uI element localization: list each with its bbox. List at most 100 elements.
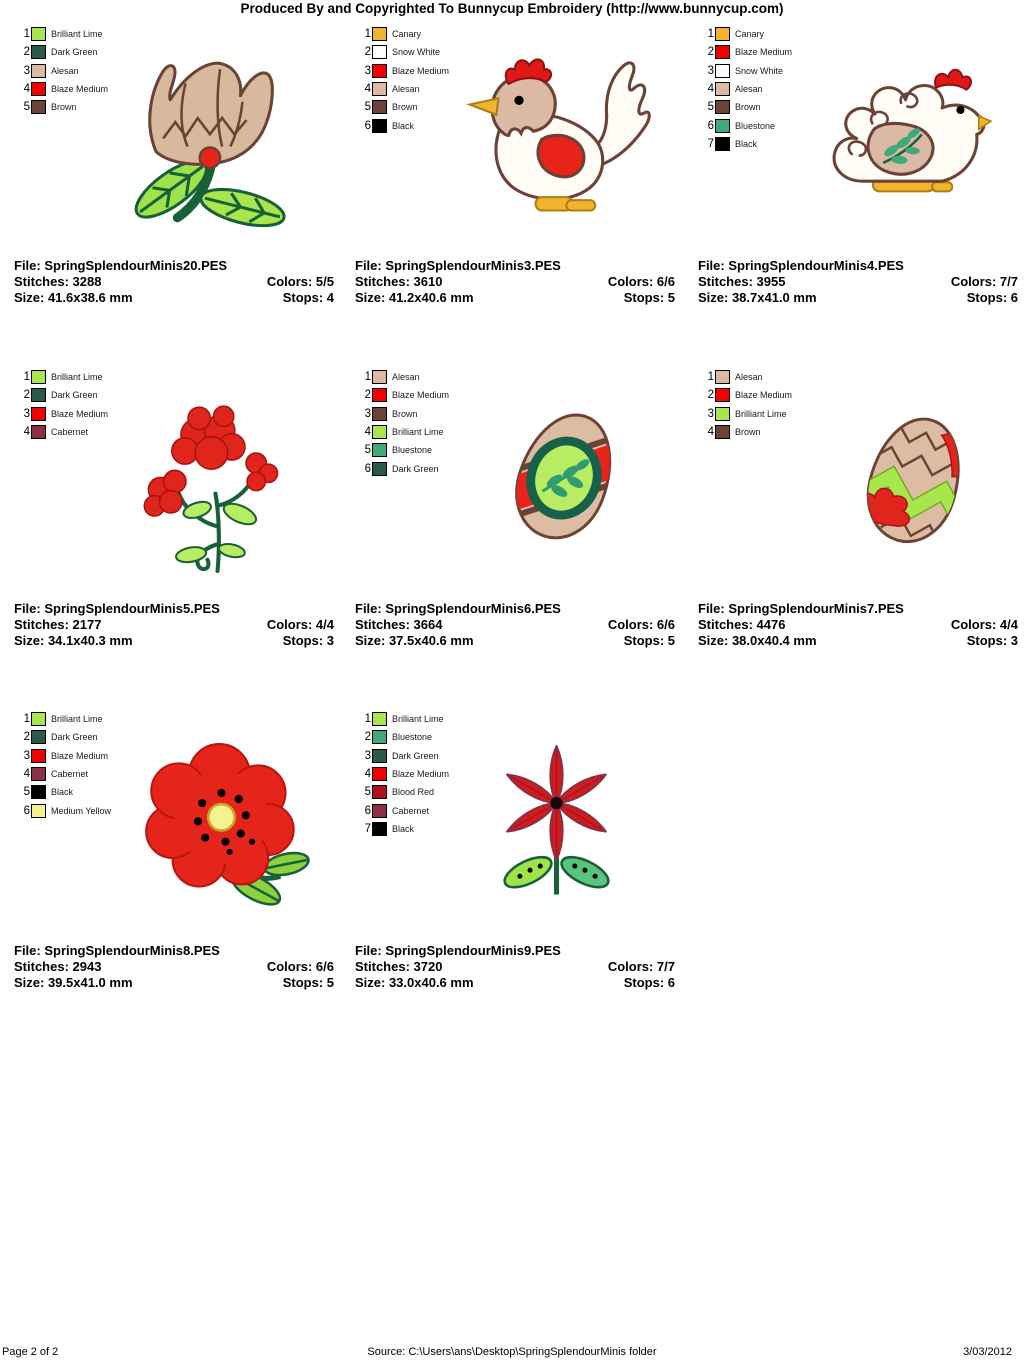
- design-file-name: File: SpringSplendourMinis3.PES: [355, 258, 561, 273]
- design-size: Size: 41.2x40.6 mm: [355, 290, 474, 305]
- thread-name: Brown: [735, 427, 761, 438]
- thread-color-swatch: [715, 63, 730, 78]
- thread-color-swatch: [715, 27, 730, 42]
- design-colors: Colors: 4/4: [950, 617, 1018, 632]
- thread-legend-row: 1 Brilliant Lime: [18, 710, 111, 728]
- design-card: 1 Brilliant Lime 2 Bluestone 3 Dark Green 4 Bla…: [355, 710, 675, 1002]
- design-stitches: Stitches: 2177: [14, 617, 102, 632]
- thread-legend-row: 5 Brown: [702, 98, 792, 116]
- design-stops: Stops: 5: [282, 975, 334, 990]
- thread-legend-row: 1 Brilliant Lime: [359, 710, 449, 728]
- thread-name: Blaze Medium: [392, 769, 450, 780]
- thread-name: Brown: [735, 102, 761, 113]
- thread-name: Canary: [392, 29, 422, 40]
- thread-number: 4: [707, 83, 714, 96]
- thread-name: Cabernet: [51, 769, 89, 780]
- thread-name: Blaze Medium: [735, 47, 793, 58]
- thread-legend-row: 3 Brown: [359, 405, 449, 423]
- thread-name: Cabernet: [51, 427, 89, 438]
- thread-name: Brilliant Lime: [392, 714, 444, 725]
- thread-color-swatch: [31, 425, 46, 440]
- thread-number: 3: [364, 64, 371, 77]
- thread-name: Black: [392, 823, 415, 834]
- thread-name: Brilliant Lime: [392, 427, 444, 438]
- design-stops: Stops: 4: [282, 290, 334, 305]
- thread-legend-row: 3 Dark Green: [359, 747, 449, 765]
- design-stops: Stops: 3: [966, 633, 1018, 648]
- design-stitches: Stitches: 3720: [355, 959, 443, 974]
- design-size: Size: 33.0x40.6 mm: [355, 975, 474, 990]
- thread-number: 6: [364, 119, 371, 132]
- thread-legend-row: 2 Blaze Medium: [359, 386, 449, 404]
- design-stops: Stops: 5: [623, 290, 675, 305]
- thread-legend-row: 4 Brilliant Lime: [359, 423, 449, 441]
- thread-legend: 1 Alesan 2 Blaze Medium 3 Brilliant Lime 4 Brow…: [702, 368, 792, 441]
- thread-legend-row: 4 Alesan: [359, 80, 449, 98]
- thread-number: 3: [364, 407, 371, 420]
- thread-name: Black: [51, 787, 74, 798]
- thread-color-swatch: [715, 118, 730, 133]
- thread-number: 2: [364, 46, 371, 59]
- thread-number: 2: [364, 731, 371, 744]
- thread-legend-row: 6 Black: [359, 116, 449, 134]
- design-size: Size: 34.1x40.3 mm: [14, 633, 133, 648]
- thread-name: Dark Green: [51, 732, 98, 743]
- thread-number: 6: [364, 804, 371, 817]
- design-colors: Colors: 6/6: [607, 617, 675, 632]
- design-size: Size: 41.6x38.6 mm: [14, 290, 133, 305]
- thread-color-swatch: [372, 63, 387, 78]
- thread-legend-row: 4 Brown: [702, 423, 792, 441]
- thread-legend-row: 5 Black: [18, 783, 111, 801]
- thread-number: 2: [23, 46, 30, 59]
- thread-color-swatch: [31, 712, 46, 727]
- thread-color-swatch: [31, 388, 46, 403]
- thread-color-swatch: [31, 100, 46, 115]
- design-size: Size: 38.0x40.4 mm: [698, 633, 817, 648]
- thread-legend-row: 6 Medium Yellow: [18, 801, 111, 819]
- design-colors: Colors: 6/6: [266, 959, 334, 974]
- poppy-design-image: [136, 740, 314, 918]
- thread-legend-row: 6 Cabernet: [359, 801, 449, 819]
- thread-name: Alesan: [735, 84, 763, 95]
- thread-legend-row: 6 Bluestone: [702, 116, 792, 134]
- design-info: File: SpringSplendourMinis3.PES Stitches…: [355, 258, 675, 306]
- thread-name: Dark Green: [392, 750, 439, 761]
- thread-number: 1: [364, 713, 371, 726]
- design-stops: Stops: 6: [966, 290, 1018, 305]
- thread-legend-row: 2 Bluestone: [359, 728, 449, 746]
- thread-legend-row: 1 Alesan: [359, 368, 449, 386]
- thread-name: Snow White: [392, 47, 441, 58]
- rooster-design-image: [455, 53, 651, 228]
- thread-name: Snow White: [735, 65, 784, 76]
- thread-legend-row: 3 Blaze Medium: [359, 62, 449, 80]
- thread-number: 1: [707, 28, 714, 41]
- thread-legend: 1 Brilliant Lime 2 Dark Green 3 Blaze Medium 4…: [18, 710, 111, 820]
- design-colors: Colors: 4/4: [266, 617, 334, 632]
- design-card: 1 Canary 2 Blaze Medium 3 Snow White 4 Alesan 5 B…: [698, 25, 1018, 317]
- thread-number: 4: [23, 768, 30, 781]
- thread-number: 3: [707, 407, 714, 420]
- thread-legend-row: 5 Brown: [18, 98, 108, 116]
- thread-number: 7: [364, 822, 371, 835]
- thread-legend-row: 1 Canary: [359, 25, 449, 43]
- thread-number: 1: [23, 713, 30, 726]
- thread-color-swatch: [372, 425, 387, 440]
- thread-number: 2: [23, 389, 30, 402]
- thread-color-swatch: [31, 803, 46, 818]
- thread-legend-row: 1 Brilliant Lime: [18, 25, 108, 43]
- page-title: Produced By and Copyrighted To Bunnycup …: [240, 1, 784, 16]
- design-stitches: Stitches: 3664: [355, 617, 443, 632]
- thread-color-swatch: [715, 45, 730, 60]
- zigzag-egg-design-image: [836, 406, 992, 562]
- thread-name: Brilliant Lime: [51, 372, 103, 383]
- thread-legend: 1 Brilliant Lime 2 Dark Green 3 Alesan 4 Blaze …: [18, 25, 108, 116]
- thread-color-swatch: [372, 821, 387, 836]
- thread-legend-row: 3 Blaze Medium: [18, 405, 108, 423]
- thread-number: 5: [707, 101, 714, 114]
- thread-color-swatch: [372, 748, 387, 763]
- thread-legend-row: 2 Blaze Medium: [702, 43, 792, 61]
- design-card: 1 Alesan 2 Blaze Medium 3 Brown 4 Brilliant Lim…: [355, 368, 675, 660]
- thread-legend: 1 Brilliant Lime 2 Bluestone 3 Dark Green 4 Bla…: [359, 710, 449, 838]
- thread-number: 6: [23, 804, 30, 817]
- thread-legend-row: 5 Brown: [359, 98, 449, 116]
